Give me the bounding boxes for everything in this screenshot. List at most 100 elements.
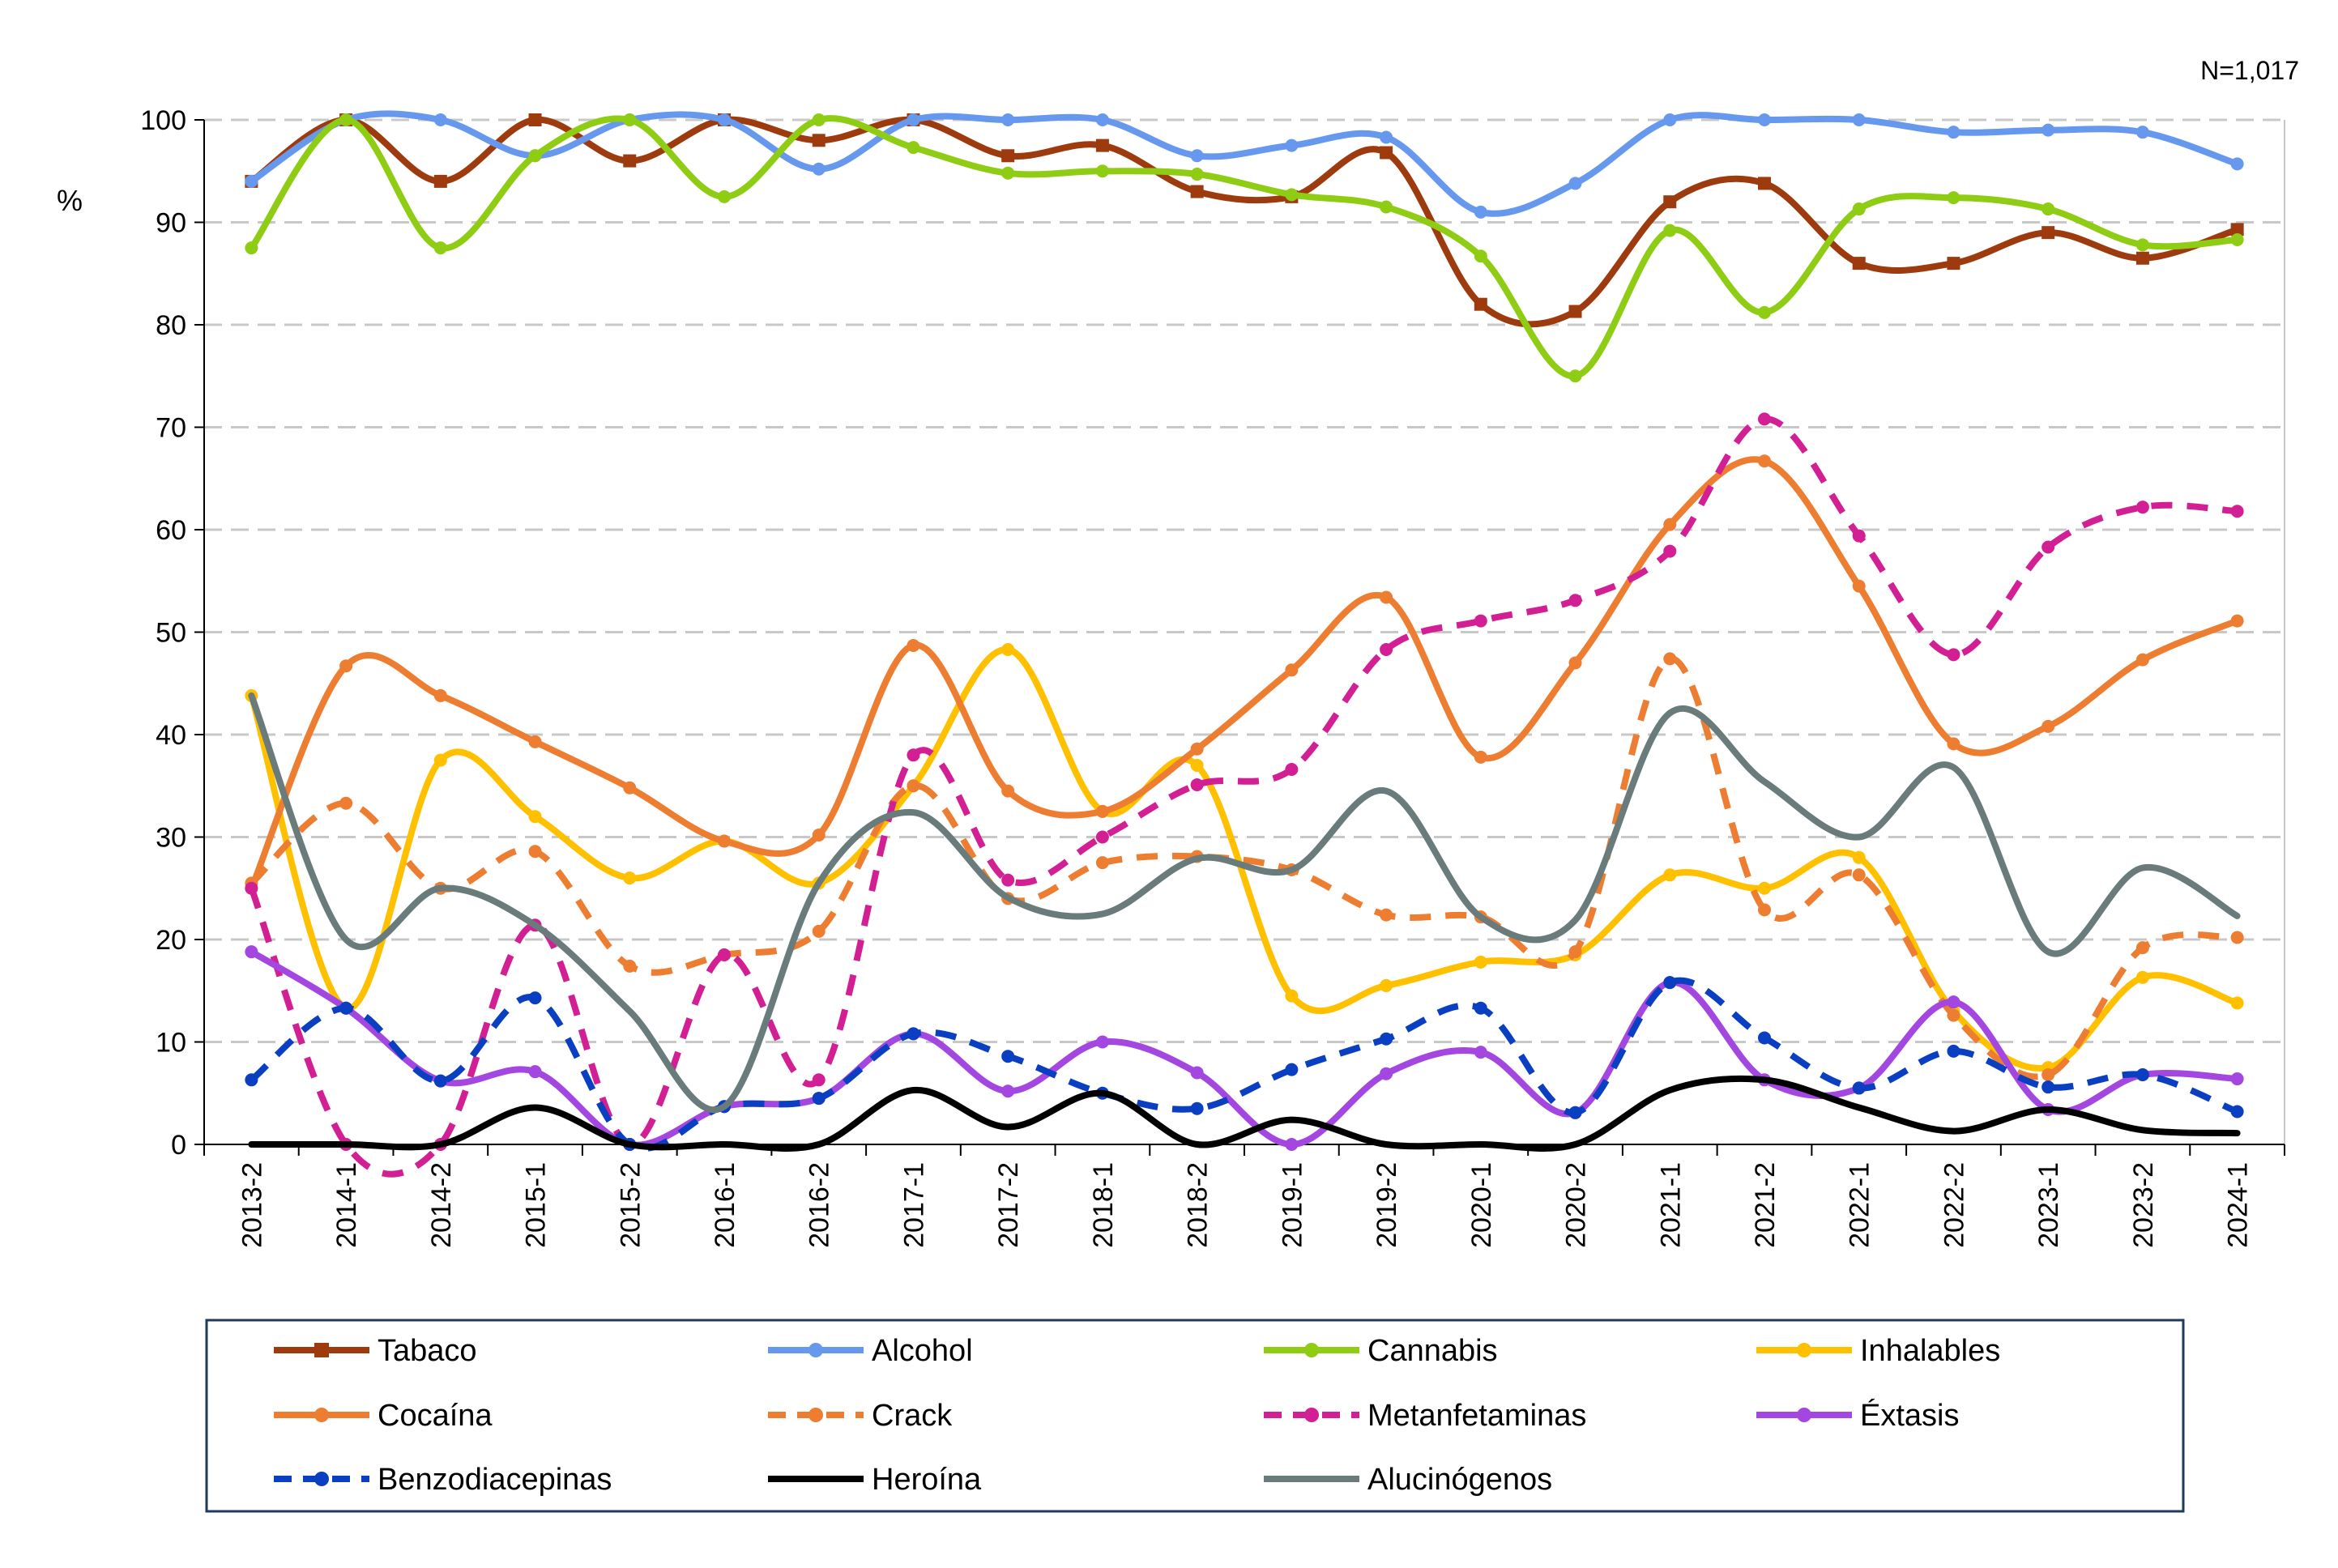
data-point [1380, 130, 1393, 144]
data-point [2135, 970, 2149, 984]
data-point [623, 113, 637, 126]
data-point [2041, 1067, 2055, 1081]
data-point [2135, 126, 2149, 139]
series-metanfetaminas [245, 412, 2244, 1178]
x-tick-label: 2023-2 [2128, 1162, 2159, 1248]
data-point [2041, 540, 2055, 554]
data-point [1001, 149, 1015, 163]
x-tick-label: 2015-1 [521, 1162, 552, 1248]
data-point [1380, 200, 1393, 214]
data-point [1947, 737, 1960, 751]
legend-item-heroina: Heroína [768, 1463, 982, 1497]
legend-marker [808, 1408, 823, 1422]
data-point [1190, 168, 1204, 181]
data-point [623, 154, 637, 168]
data-point [1474, 249, 1487, 263]
data-point [528, 735, 542, 748]
data-point [2230, 233, 2244, 247]
legend-item-benzodiacepinas: Benzodiacepinas [274, 1463, 612, 1497]
data-point [1947, 1008, 1960, 1022]
series-extasis [245, 945, 2244, 1151]
series-line-alucinogenos [248, 692, 2241, 1114]
y-tick-label: 70 [156, 413, 186, 444]
data-point [1001, 166, 1015, 180]
series-heroina [248, 1075, 2241, 1152]
x-tick-label: 2019-2 [1372, 1162, 1402, 1248]
data-point [1380, 1067, 1393, 1080]
data-point [1190, 778, 1204, 791]
data-point [907, 1027, 920, 1041]
data-point [1095, 804, 1109, 818]
data-point [1285, 1063, 1299, 1076]
data-point [907, 748, 920, 762]
x-tick-labels: 2013-2 2014-1 2014-2 2015-1 2015-2 2016-1 2016… [237, 1162, 2253, 1248]
data-point [1474, 1001, 1487, 1015]
data-point [1190, 149, 1204, 163]
legend-item-cocaina: Cocaína [274, 1399, 493, 1433]
data-point [1380, 643, 1393, 657]
data-point [1568, 594, 1582, 607]
x-tick-label: 2014-1 [331, 1162, 362, 1248]
data-point [812, 924, 826, 938]
x-tick-label: 2018-1 [1088, 1162, 1119, 1248]
axes [194, 119, 2285, 1156]
data-point [812, 134, 826, 147]
legend-marker [314, 1343, 329, 1357]
data-point [2230, 1072, 2244, 1086]
legend-marker [1304, 1408, 1319, 1422]
x-tick-label: 2023-1 [2033, 1162, 2064, 1248]
legend-marker [1797, 1343, 1811, 1357]
series-lines [245, 110, 2244, 1178]
legend-item-crack: Crack [768, 1399, 953, 1433]
data-point [433, 1074, 447, 1088]
data-point [1852, 1081, 1866, 1095]
data-point [907, 141, 920, 155]
data-point [1001, 643, 1015, 657]
legend-item-metanfetaminas: Metanfetaminas [1264, 1399, 1586, 1433]
x-tick-label: 2016-2 [804, 1162, 835, 1248]
data-point [245, 881, 258, 895]
data-point [528, 113, 542, 126]
data-point [1190, 758, 1204, 772]
data-point [1852, 850, 1866, 864]
legend-label: Alcohol [872, 1334, 973, 1368]
series-cocaina [245, 454, 2244, 895]
x-tick-label: 2017-1 [898, 1162, 929, 1248]
legend-marker [808, 1343, 823, 1357]
x-tick-label: 2021-1 [1655, 1162, 1686, 1248]
data-point [2230, 223, 2244, 236]
data-point [339, 796, 353, 810]
data-point [907, 113, 920, 126]
legend-item-alucinogenos: Alucinógenos [1264, 1463, 1552, 1497]
x-tick-label: 2021-2 [1750, 1162, 1781, 1248]
data-point [433, 113, 447, 126]
legend-item-extasis: Éxtasis [1756, 1398, 1959, 1433]
data-point [1190, 185, 1204, 198]
data-point [1947, 257, 1960, 271]
y-tick-label: 10 [156, 1028, 186, 1059]
x-tick-label: 2022-1 [1845, 1162, 1875, 1248]
data-point [718, 834, 731, 848]
legend-marker [1304, 1343, 1319, 1357]
data-point [2230, 996, 2244, 1010]
data-point [528, 810, 542, 824]
data-point [1663, 195, 1677, 209]
x-tick-label: 2013-2 [237, 1162, 267, 1248]
data-point [812, 1073, 826, 1087]
data-point [2135, 501, 2149, 514]
data-point [2230, 505, 2244, 518]
y-tick-label: 50 [156, 618, 186, 649]
y-axis-label: % [57, 184, 83, 217]
y-tick-label: 80 [156, 310, 186, 341]
data-point [433, 174, 447, 188]
data-point [1758, 177, 1771, 190]
data-point [1758, 881, 1771, 895]
x-tick-label: 2017-2 [993, 1162, 1024, 1248]
data-point [245, 1073, 258, 1087]
data-point [1380, 908, 1393, 922]
legend-label: Tabaco [378, 1334, 477, 1368]
data-point [1095, 1035, 1109, 1049]
legend-marker [314, 1408, 329, 1422]
data-point [1285, 763, 1299, 777]
x-tick-label: 2019-1 [1277, 1162, 1308, 1248]
